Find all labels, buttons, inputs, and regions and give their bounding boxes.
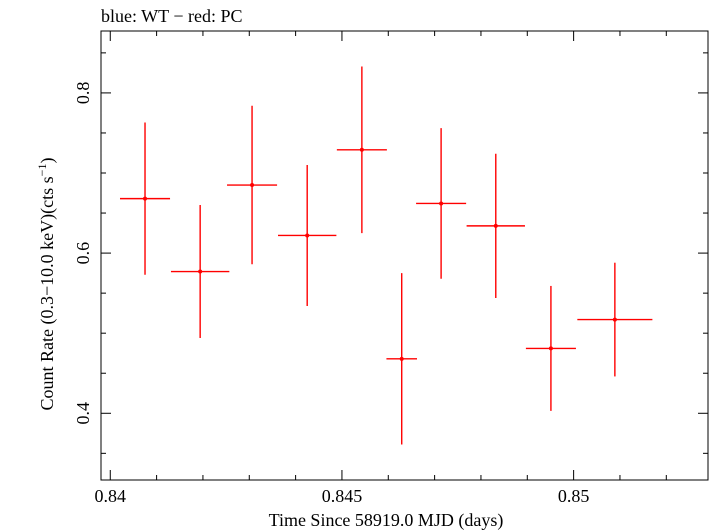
data-series: [119, 66, 653, 445]
data-point: [143, 196, 148, 201]
x-tick-label: 0.85: [558, 486, 590, 506]
data-point: [198, 269, 203, 274]
x-tick-label: 0.84: [95, 486, 127, 506]
y-tick-label: 0.4: [73, 402, 93, 425]
y-tick-label: 0.6: [73, 242, 93, 265]
y-axis-label-main: Count Rate (0.3−10.0 keV)(cts s: [37, 176, 58, 410]
y-axis-label-superscript: −1: [35, 164, 49, 177]
data-point: [250, 183, 255, 188]
data-point: [399, 356, 404, 361]
data-point: [305, 233, 310, 238]
x-tick-label: 0.845: [322, 486, 363, 506]
data-point: [612, 317, 617, 322]
data-point: [359, 147, 364, 152]
y-axis-ticks: 0.4 0.6 0.8: [73, 52, 708, 454]
chart-title: blue: WT − red: PC: [101, 6, 242, 26]
data-point: [439, 201, 444, 206]
plot-frame: [100, 30, 709, 481]
data-point: [493, 223, 498, 228]
y-tick-label: 0.8: [73, 82, 93, 105]
x-axis-ticks: 0.84 0.845 0.85: [95, 31, 667, 506]
y-axis-label-end: ): [37, 158, 58, 164]
y-axis-label: Count Rate (0.3−10.0 keV)(cts s−1): [35, 158, 58, 411]
x-axis-label: Time Since 58919.0 MJD (days): [269, 510, 504, 531]
data-point: [548, 346, 553, 351]
